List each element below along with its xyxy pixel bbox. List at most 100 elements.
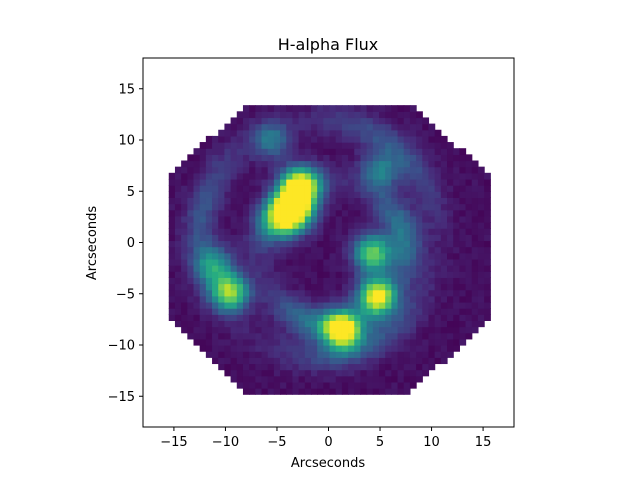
heatmap-cell [181,295,188,303]
heatmap-cell [385,289,392,297]
heatmap-cell [193,172,201,180]
heatmap-cell [465,228,473,235]
heatmap-cell [341,172,349,180]
heatmap-cell [242,209,250,217]
heatmap-cell [447,178,454,186]
y-tick-label: −15 [108,390,135,405]
heatmap-cell [317,178,324,186]
heatmap-cell [391,246,399,254]
heatmap-cell [199,289,207,297]
heatmap-cell [174,289,182,297]
heatmap-cell [379,357,386,365]
heatmap-cell [323,252,331,260]
heatmap-cell [360,338,368,346]
heatmap-cell [199,209,207,217]
heatmap-cell [310,326,318,334]
heatmap-cell [286,381,294,389]
heatmap-cell [205,277,213,285]
heatmap-cell [298,363,306,371]
heatmap-cell [440,215,448,223]
heatmap-cell [403,135,411,143]
heatmap-cell [317,203,324,211]
heatmap-cell [409,234,417,242]
heatmap-cell [341,203,349,211]
heatmap-cell [242,265,250,272]
heatmap-cell [205,301,213,309]
heatmap-cell [379,203,386,211]
y-tick-label: 5 [127,185,135,200]
heatmap-cell [181,172,188,180]
heatmap-cell [366,135,374,143]
heatmap-cell [304,222,312,229]
heatmap-cell [298,375,306,383]
heatmap-cell [304,197,312,205]
heatmap-cell [174,295,182,303]
heatmap-cell [317,351,324,358]
heatmap-cell [335,246,343,254]
heatmap-cell [174,197,182,205]
heatmap-cell [212,222,219,229]
heatmap-cell [249,228,256,235]
heatmap-cell [379,295,386,303]
heatmap-cell [465,301,473,309]
heatmap-cell [205,258,213,266]
heatmap-cell [193,215,201,223]
heatmap-cell [236,338,244,346]
heatmap-cell [416,375,423,383]
heatmap-cell [292,111,300,119]
heatmap-cell [409,160,417,168]
heatmap-cell [440,338,448,346]
heatmap-cell [348,240,355,248]
heatmap-cell [298,234,306,242]
heatmap-cell [174,314,182,321]
heatmap-cell [348,111,355,119]
heatmap-cell [236,117,244,125]
heatmap-cell [348,234,355,242]
heatmap-cell [341,215,349,223]
heatmap-cell [218,252,226,260]
heatmap-cell [391,222,399,229]
x-tick-label: 15 [475,435,492,450]
heatmap-cell [280,215,287,223]
heatmap-cell [329,105,337,112]
heatmap-cell [447,222,454,229]
heatmap-cell [360,234,368,242]
heatmap-cell [403,197,411,205]
heatmap-cell [255,357,263,365]
heatmap-cell [317,258,324,266]
heatmap-cell [187,154,195,162]
heatmap-cell [422,203,430,211]
heatmap-cell [360,345,368,352]
heatmap-cell [348,295,355,303]
heatmap-cell [298,117,306,125]
heatmap-cell [471,185,479,192]
heatmap-cell [372,381,380,389]
heatmap-cell [280,203,287,211]
heatmap-cell [310,332,318,340]
heatmap-cell [379,154,386,162]
heatmap-cell [379,283,386,291]
heatmap-cell [329,191,337,198]
heatmap-cell [372,185,380,192]
heatmap-cell [242,123,250,131]
heatmap-cell [335,154,343,162]
heatmap-cell [236,160,244,168]
heatmap-cell [360,148,368,155]
heatmap-cell [280,381,287,389]
heatmap-cell [212,142,219,149]
heatmap-cell [403,172,411,180]
heatmap-cell [280,117,287,125]
heatmap-cell [323,160,331,168]
heatmap-cell [218,351,226,358]
heatmap-cell [329,363,337,371]
heatmap-cell [372,215,380,223]
heatmap-cell [286,209,294,217]
heatmap-cell [193,160,201,168]
heatmap-cell [335,178,343,186]
heatmap-cell [218,203,226,211]
heatmap-cell [236,381,244,389]
heatmap-cell [187,209,195,217]
heatmap-cell [416,160,423,168]
heatmap-cell [310,191,318,198]
heatmap-cell [193,154,201,162]
